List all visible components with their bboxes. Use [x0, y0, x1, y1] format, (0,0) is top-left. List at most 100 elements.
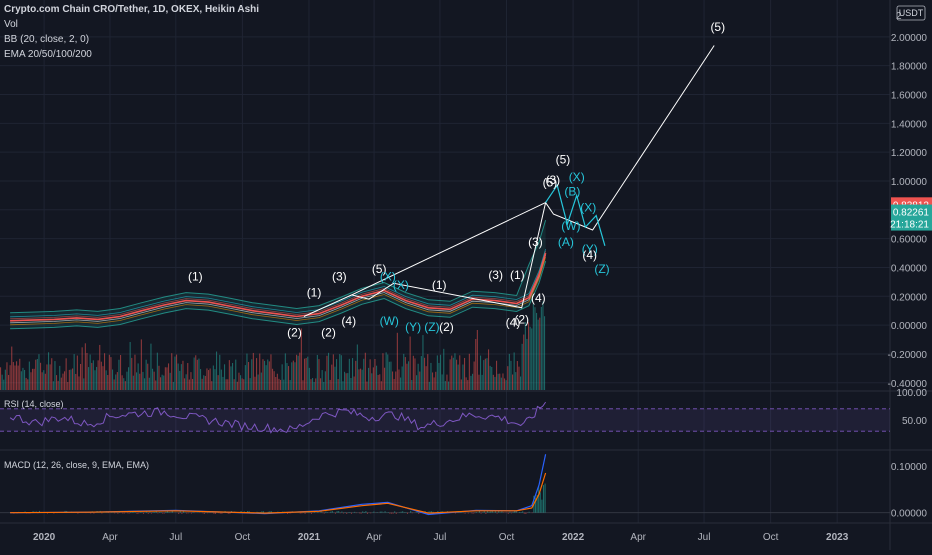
wave-label-26: (X): [580, 200, 596, 214]
volume-bar: [213, 366, 214, 390]
volume-bar: [90, 355, 91, 390]
macd-histogram-bar: [361, 513, 362, 514]
volume-bar: [264, 361, 265, 390]
volume-bar: [30, 372, 31, 390]
volume-bar: [112, 369, 113, 390]
volume-bar: [11, 347, 12, 390]
macd-histogram-bar: [513, 512, 514, 513]
volume-bar: [445, 381, 446, 390]
symbol-title[interactable]: Crypto.com Chain CRO/Tether, 1D, OKEX, H…: [4, 4, 259, 15]
volume-bar: [13, 362, 14, 390]
volume-bar: [518, 367, 519, 390]
macd-histogram-bar: [497, 513, 498, 514]
volume-bar: [27, 379, 28, 390]
macd-histogram-bar: [516, 511, 517, 512]
volume-bar: [80, 364, 81, 390]
volume-bar: [363, 359, 364, 390]
bb-legend[interactable]: BB (20, close, 2, 0): [4, 34, 89, 45]
time-tick-5: Apr: [366, 532, 382, 543]
volume-bar: [378, 375, 379, 390]
volume-bar: [243, 379, 244, 390]
rsi-legend[interactable]: RSI (14, close): [4, 399, 64, 409]
macd-legend[interactable]: MACD (12, 26, close, 9, EMA, EMA): [4, 460, 149, 470]
macd-histogram-bar: [401, 512, 402, 513]
macd-histogram-bar: [127, 513, 128, 514]
volume-bar: [410, 336, 411, 390]
volume-bar: [125, 381, 126, 390]
volume-bar: [411, 380, 412, 390]
macd-histogram-bar: [388, 512, 389, 513]
volume-bar: [331, 365, 332, 390]
volume-bar: [250, 378, 251, 390]
volume-bar: [464, 358, 465, 390]
volume-bar: [3, 380, 4, 390]
ema-legend[interactable]: EMA 20/50/100/200: [4, 49, 92, 60]
macd-histogram-bar: [213, 513, 214, 514]
macd-histogram-bar: [172, 511, 173, 512]
volume-bar: [507, 366, 508, 390]
volume-bar: [149, 378, 150, 390]
macd-histogram-bar: [362, 511, 363, 512]
volume-bar: [107, 375, 108, 390]
macd-histogram-bar: [165, 512, 166, 513]
macd-histogram-bar: [465, 513, 466, 514]
macd-histogram-bar: [519, 512, 520, 513]
volume-bar: [214, 369, 215, 390]
volume-bar: [29, 362, 30, 390]
wave-label-4: (3): [332, 269, 347, 283]
volume-bar: [387, 355, 388, 390]
volume-bar: [56, 375, 57, 390]
price-tick-9: 0.20000: [891, 292, 928, 303]
volume-bar: [501, 378, 502, 390]
macd-histogram-bar: [476, 512, 477, 513]
macd-histogram-bar: [317, 512, 318, 513]
volume-bar: [402, 366, 403, 390]
macd-histogram-bar: [138, 513, 139, 514]
volume-bar: [86, 353, 87, 390]
wave-label-21: (3): [545, 173, 560, 187]
volume-bar: [515, 372, 516, 390]
vol-legend[interactable]: Vol: [4, 19, 18, 30]
wave-label-22: (5): [556, 153, 571, 167]
macd-histogram-bar: [407, 513, 408, 514]
volume-bar: [478, 375, 479, 390]
volume-bar: [282, 364, 283, 390]
volume-bar: [338, 379, 339, 390]
volume-bar: [198, 359, 199, 390]
wave-label-8: (X): [393, 278, 409, 292]
volume-bar: [245, 365, 246, 390]
volume-bar: [392, 372, 393, 390]
wave-label-27: (A): [558, 235, 574, 249]
macd-histogram-bar: [367, 513, 368, 514]
volume-bar: [232, 363, 233, 390]
macd-histogram-bar: [481, 513, 482, 514]
wave-label-0: (1): [188, 269, 203, 283]
volume-bar: [262, 359, 263, 390]
price-tick-3: 1.40000: [891, 119, 928, 130]
volume-bar: [259, 354, 260, 390]
macd-histogram-bar: [511, 513, 512, 514]
volume-bar: [202, 379, 203, 390]
volume-bar: [222, 377, 223, 390]
volume-bar: [456, 360, 457, 390]
volume-bar: [347, 373, 348, 390]
volume-bar: [510, 361, 511, 390]
macd-histogram-bar: [188, 513, 189, 514]
time-tick-11: Oct: [763, 532, 779, 543]
volume-bar: [294, 362, 295, 390]
macd-histogram-bar: [220, 513, 221, 514]
volume-bar: [536, 313, 537, 390]
macd-histogram-bar: [489, 512, 490, 513]
volume-bar: [152, 369, 153, 390]
macd-histogram-bar: [396, 513, 397, 514]
volume-bar: [326, 356, 327, 390]
volume-bar: [267, 359, 268, 390]
volume-bar: [157, 353, 158, 390]
macd-histogram-bar: [381, 511, 382, 512]
volume-bar: [136, 372, 137, 390]
volume-bar: [502, 373, 503, 390]
volume-bar: [208, 370, 209, 390]
volume-bar: [304, 359, 305, 390]
macd-histogram-bar: [522, 511, 523, 512]
